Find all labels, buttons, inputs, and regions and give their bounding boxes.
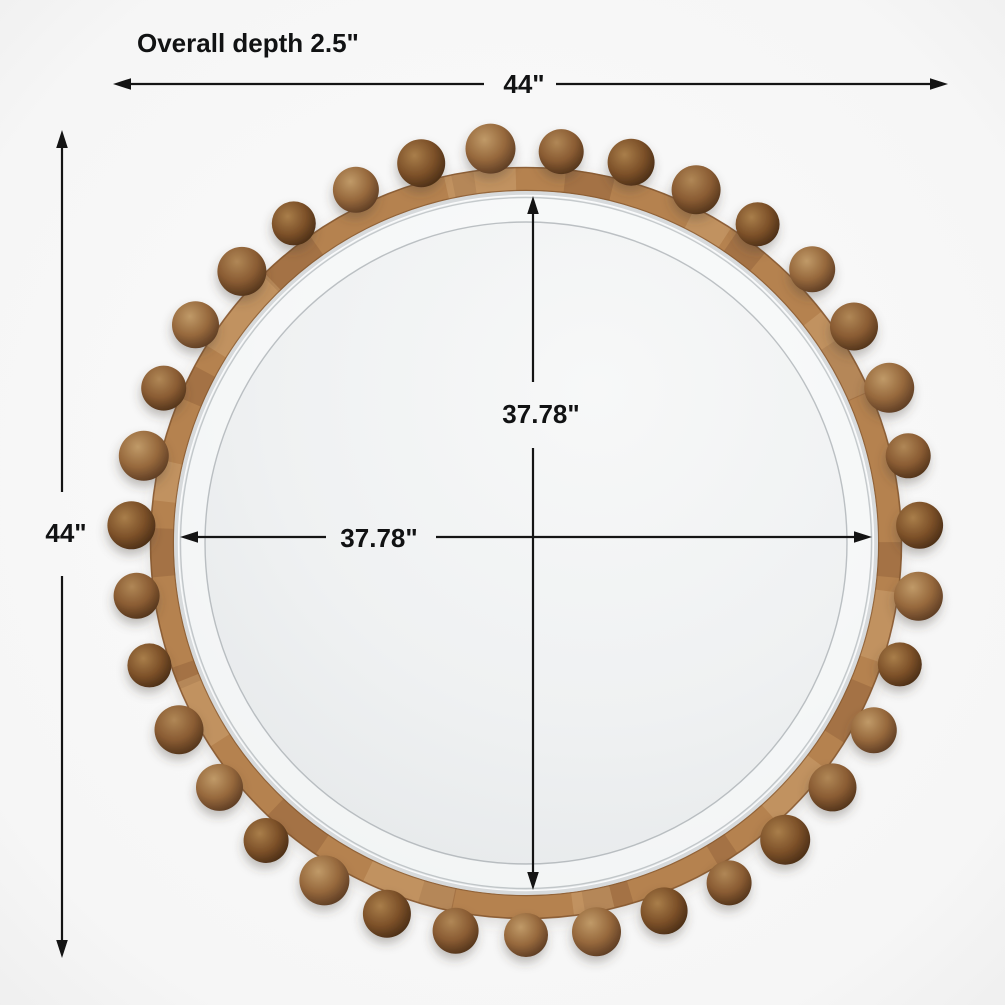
wood-bead — [885, 433, 931, 479]
frame-grain-dark — [150, 167, 902, 919]
wood-bead — [789, 246, 836, 293]
dimension-labels: Overall depth 2.5" 44" 44" 37.78" 37.78" — [45, 28, 579, 553]
frame-grain-light — [150, 167, 902, 919]
wood-bead — [850, 707, 897, 754]
glass-height-label: 37.78" — [502, 399, 579, 429]
wood-bead — [299, 855, 350, 906]
overall-width-label: 44" — [503, 69, 544, 99]
mirror — [107, 123, 944, 957]
wood-bead — [141, 365, 187, 411]
glass-bevel-inner-line — [204, 221, 848, 865]
wood-bead — [118, 430, 169, 481]
arrowhead-left-icon — [113, 78, 131, 90]
bead-ring — [107, 123, 944, 957]
wood-bead — [864, 362, 915, 413]
arrowhead-down-icon — [56, 940, 68, 958]
glass-width-label: 37.78" — [340, 523, 417, 553]
arrowhead-left-icon — [180, 531, 198, 543]
wood-bead — [172, 301, 219, 349]
overall-height-label: 44" — [45, 518, 86, 548]
wood-bead — [432, 907, 479, 954]
wood-bead — [893, 571, 943, 621]
wood-bead — [735, 202, 780, 247]
mirror-glass — [179, 196, 873, 890]
arrowhead-right-icon — [854, 531, 872, 543]
arrowhead-up-icon — [527, 196, 539, 214]
wood-bead — [196, 763, 243, 811]
arrowhead-down-icon — [527, 872, 539, 890]
wood-bead — [465, 123, 516, 174]
wood-bead — [671, 165, 721, 215]
wood-bead — [154, 705, 204, 755]
wood-bead — [607, 138, 655, 186]
wood-bead — [760, 814, 811, 865]
wood-bead — [706, 860, 752, 906]
wood-bead — [271, 201, 316, 246]
wood-bead — [362, 889, 411, 938]
wood-bead — [397, 139, 446, 188]
wood-bead — [107, 501, 156, 550]
wood-bead — [538, 129, 584, 175]
overall-depth-label: Overall depth 2.5" — [137, 28, 359, 58]
frame-inner-rim — [172, 189, 880, 897]
wood-bead — [572, 907, 621, 957]
glass-bevel-outer-line — [179, 196, 873, 890]
silver-rim — [174, 191, 878, 895]
dimension-lines — [56, 78, 948, 958]
wood-bead — [243, 818, 289, 863]
glass-bevel-band — [181, 198, 871, 888]
mirror-frame — [149, 166, 903, 920]
wood-bead — [808, 763, 857, 812]
wood-bead — [332, 166, 379, 213]
arrowhead-right-icon — [930, 78, 948, 90]
wood-bead — [127, 643, 172, 688]
wood-bead — [504, 913, 548, 957]
wood-bead — [640, 887, 688, 935]
wood-bead — [113, 572, 160, 619]
arrowhead-up-icon — [56, 130, 68, 148]
wood-bead — [896, 501, 944, 549]
wood-bead — [217, 246, 267, 296]
silver-rim-highlight — [177, 194, 875, 892]
wood-bead — [830, 302, 878, 351]
wood-bead — [877, 642, 922, 687]
